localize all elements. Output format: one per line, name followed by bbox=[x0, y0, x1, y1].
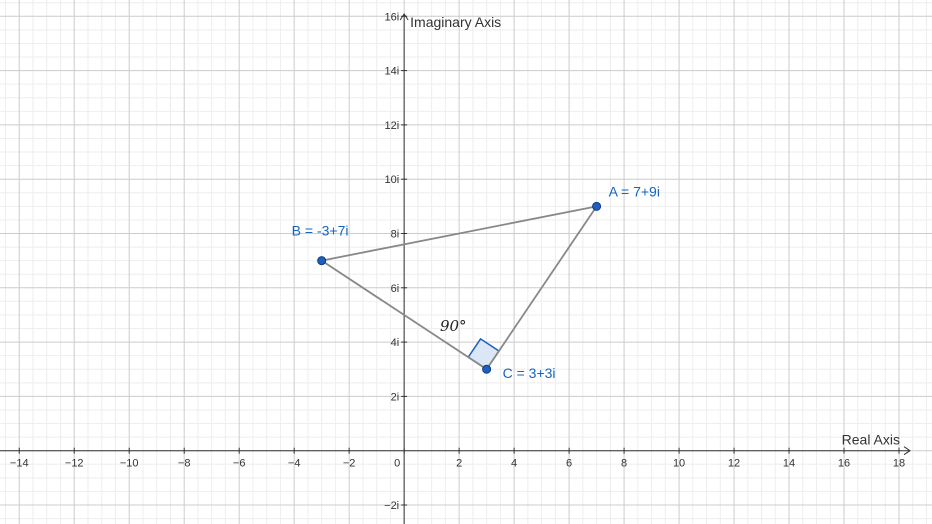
x-tick-label: 6 bbox=[566, 458, 572, 470]
x-tick-label: −8 bbox=[178, 458, 191, 470]
x-tick-label: −4 bbox=[288, 458, 301, 470]
x-tick-label: −10 bbox=[120, 458, 139, 470]
x-tick-label: 0 bbox=[394, 458, 400, 470]
real-axis-arrow bbox=[903, 446, 911, 456]
segment-CA bbox=[485, 205, 598, 370]
x-tick-labels: −14 −12 −10 −8 −6 −4 −2 0 2 4 6 8 10 12 14 16 18 bbox=[10, 458, 905, 470]
y-tick-label: 12i bbox=[384, 120, 399, 132]
y-tick-label: 2i bbox=[391, 391, 400, 403]
x-tick-label: 2 bbox=[456, 458, 462, 470]
x-tick-label: −12 bbox=[65, 458, 84, 470]
axes bbox=[0, 13, 911, 524]
y-tick-label: 4i bbox=[391, 337, 400, 349]
x-tick-label: 10 bbox=[673, 458, 685, 470]
segment-AB bbox=[321, 205, 597, 262]
point-label-B: B = -3+7i bbox=[292, 223, 349, 239]
point-C bbox=[482, 364, 492, 374]
x-tick-label: −6 bbox=[233, 458, 246, 470]
point-label-A: A = 7+9i bbox=[609, 183, 660, 199]
segment-BC bbox=[321, 259, 488, 370]
x-tick-label: 18 bbox=[893, 458, 905, 470]
y-axis-title: Imaginary Axis bbox=[410, 14, 501, 30]
point-label-C: C = 3+3i bbox=[503, 365, 556, 381]
triangle-points: A = 7+9i B = -3+7i C = 3+3i bbox=[292, 183, 660, 381]
y-tick-label: 14i bbox=[384, 66, 399, 78]
y-tick-label: 8i bbox=[391, 228, 400, 240]
angle-label: 90° bbox=[440, 317, 467, 335]
x-tick-label: 4 bbox=[511, 458, 517, 470]
x-tick-label: 8 bbox=[621, 458, 627, 470]
y-tick-labels: −2i 2i 4i 6i 8i 10i 12i 14i 16i bbox=[384, 11, 399, 512]
imaginary-axis-arrow bbox=[399, 13, 409, 21]
y-tick-label: 6i bbox=[391, 283, 400, 295]
x-tick-label: 16 bbox=[838, 458, 850, 470]
x-tick-label: −14 bbox=[10, 458, 29, 470]
x-tick-label: 12 bbox=[728, 458, 740, 470]
y-tick-label: 16i bbox=[384, 11, 399, 23]
triangle-segments bbox=[321, 205, 598, 370]
x-tick-label: 14 bbox=[783, 458, 795, 470]
x-axis-title: Real Axis bbox=[842, 432, 900, 448]
y-tick-label: 10i bbox=[384, 174, 399, 186]
point-B bbox=[317, 256, 327, 266]
point-A bbox=[592, 201, 602, 211]
y-tick-label: −2i bbox=[384, 500, 399, 512]
x-tick-label: −2 bbox=[343, 458, 356, 470]
